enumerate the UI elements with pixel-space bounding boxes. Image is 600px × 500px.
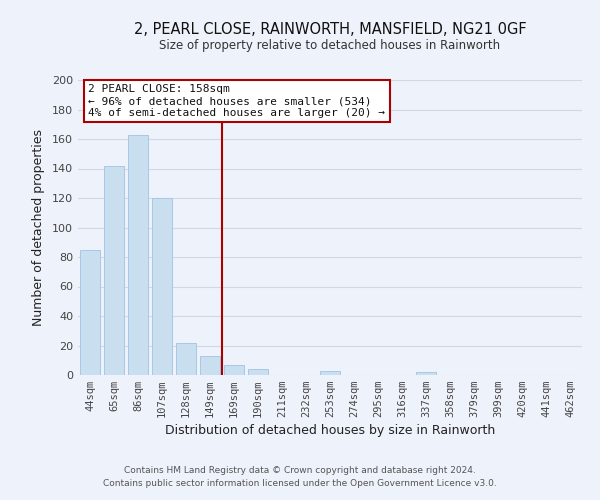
Bar [224,364,244,375]
Y-axis label: Number of detached properties: Number of detached properties [32,129,45,326]
Bar [176,342,196,375]
Text: 2, PEARL CLOSE, RAINWORTH, MANSFIELD, NG21 0GF: 2, PEARL CLOSE, RAINWORTH, MANSFIELD, NG… [134,22,526,38]
Text: Contains HM Land Registry data © Crown copyright and database right 2024.
Contai: Contains HM Land Registry data © Crown c… [103,466,497,487]
Text: Size of property relative to detached houses in Rainworth: Size of property relative to detached ho… [160,39,500,52]
Bar [80,250,100,375]
Bar [152,198,172,375]
X-axis label: Distribution of detached houses by size in Rainworth: Distribution of detached houses by size … [165,424,495,438]
Bar [128,134,148,375]
Bar [320,370,340,375]
Bar [248,369,268,375]
Bar [200,356,220,375]
Text: 2 PEARL CLOSE: 158sqm
← 96% of detached houses are smaller (534)
4% of semi-deta: 2 PEARL CLOSE: 158sqm ← 96% of detached … [88,84,385,117]
Bar [104,166,124,375]
Bar [416,372,436,375]
